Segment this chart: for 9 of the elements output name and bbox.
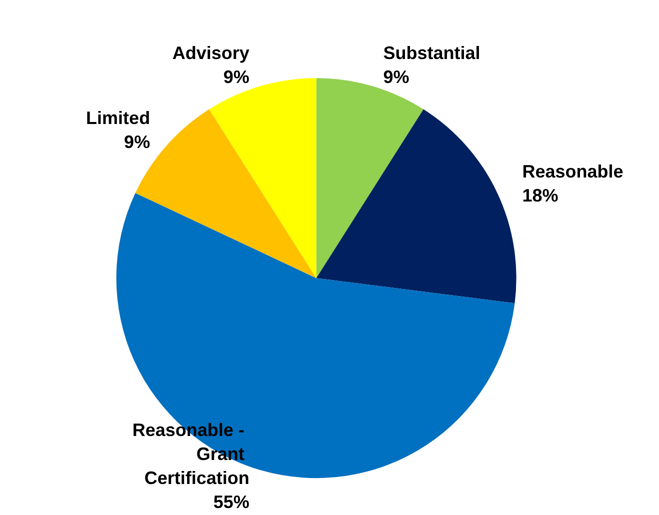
slice-label: Reasonable	[522, 162, 624, 182]
data-label: 55%	[213, 492, 250, 512]
data-label: 18%	[522, 186, 558, 206]
slice-label: Advisory	[172, 42, 250, 63]
data-label: 9%	[383, 66, 410, 87]
data-label: 9%	[124, 132, 150, 152]
slice-label: Limited	[86, 108, 150, 128]
data-label: 9%	[223, 66, 250, 87]
slice-label: Substantial	[383, 42, 480, 63]
